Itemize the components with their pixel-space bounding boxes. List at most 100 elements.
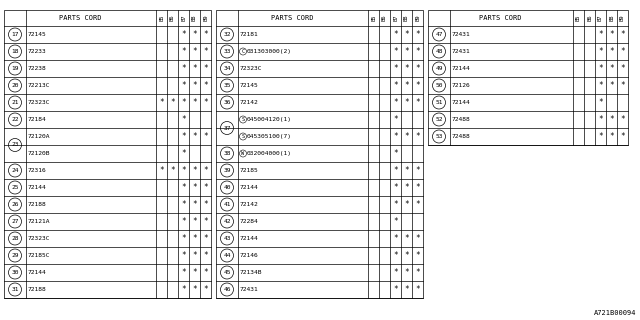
Text: 25: 25 [12, 185, 19, 190]
Text: 72145: 72145 [240, 83, 259, 88]
Text: 72181: 72181 [240, 32, 259, 37]
Text: *: * [393, 183, 398, 192]
Text: 72431: 72431 [452, 32, 471, 37]
Text: 72233: 72233 [28, 49, 47, 54]
Text: B8: B8 [609, 15, 614, 21]
Text: *: * [181, 47, 186, 56]
Text: *: * [203, 47, 208, 56]
Text: 72431: 72431 [240, 287, 259, 292]
Text: 50: 50 [435, 83, 443, 88]
Text: 26: 26 [12, 202, 19, 207]
Text: 21: 21 [12, 100, 19, 105]
Text: A721B00094: A721B00094 [593, 310, 636, 316]
Text: *: * [404, 47, 409, 56]
Text: 72184: 72184 [28, 117, 47, 122]
Text: 28: 28 [12, 236, 19, 241]
Text: *: * [181, 217, 186, 226]
Text: 72431: 72431 [452, 49, 471, 54]
Text: *: * [203, 132, 208, 141]
Text: *: * [181, 98, 186, 107]
Text: *: * [181, 30, 186, 39]
Text: 47: 47 [435, 32, 443, 37]
Text: 72144: 72144 [452, 66, 471, 71]
Text: *: * [393, 251, 398, 260]
Text: *: * [203, 183, 208, 192]
Text: 72323C: 72323C [28, 236, 51, 241]
Text: *: * [609, 47, 614, 56]
Text: *: * [159, 98, 164, 107]
Text: *: * [181, 234, 186, 243]
Text: 72121A: 72121A [28, 219, 51, 224]
Text: *: * [170, 166, 175, 175]
Text: 72120A: 72120A [28, 134, 51, 139]
Text: *: * [415, 98, 420, 107]
Text: B7: B7 [393, 15, 398, 21]
Text: *: * [393, 234, 398, 243]
Text: 23: 23 [12, 142, 19, 148]
Text: *: * [415, 285, 420, 294]
Bar [216, 10, 423, 298]
Text: *: * [609, 30, 614, 39]
Text: *: * [404, 234, 409, 243]
Text: *: * [181, 268, 186, 277]
Text: 35: 35 [223, 83, 231, 88]
Text: 72213C: 72213C [28, 83, 51, 88]
Text: *: * [203, 98, 208, 107]
Text: B6: B6 [382, 15, 387, 21]
Text: B9: B9 [415, 15, 420, 21]
Text: 045305100(7): 045305100(7) [247, 134, 292, 139]
Text: B5: B5 [159, 15, 164, 21]
Text: *: * [598, 47, 603, 56]
Text: *: * [393, 81, 398, 90]
Text: 19: 19 [12, 66, 19, 71]
Text: 72323C: 72323C [240, 66, 262, 71]
Text: *: * [404, 81, 409, 90]
Text: 72126: 72126 [452, 83, 471, 88]
Text: *: * [415, 268, 420, 277]
Text: *: * [415, 81, 420, 90]
Text: 72120B: 72120B [28, 151, 51, 156]
Text: *: * [620, 64, 625, 73]
Text: *: * [393, 30, 398, 39]
Text: *: * [192, 47, 197, 56]
Text: *: * [404, 268, 409, 277]
Text: *: * [404, 200, 409, 209]
Text: 34: 34 [223, 66, 231, 71]
Text: B5: B5 [371, 15, 376, 21]
Text: *: * [404, 285, 409, 294]
Text: *: * [192, 98, 197, 107]
Text: *: * [415, 251, 420, 260]
Text: 32: 32 [223, 32, 231, 37]
Text: *: * [393, 268, 398, 277]
Text: *: * [404, 98, 409, 107]
Text: *: * [393, 47, 398, 56]
Text: *: * [404, 132, 409, 141]
Text: *: * [598, 81, 603, 90]
Text: *: * [203, 217, 208, 226]
Text: *: * [203, 268, 208, 277]
Text: 33: 33 [223, 49, 231, 54]
Text: 53: 53 [435, 134, 443, 139]
Text: *: * [393, 64, 398, 73]
Text: 39: 39 [223, 168, 231, 173]
Text: 72488: 72488 [452, 117, 471, 122]
Text: *: * [620, 47, 625, 56]
Text: *: * [415, 166, 420, 175]
Text: *: * [393, 217, 398, 226]
Text: *: * [393, 200, 398, 209]
Text: 72144: 72144 [452, 100, 471, 105]
Text: B7: B7 [598, 15, 603, 21]
Text: 72284: 72284 [240, 219, 259, 224]
Text: *: * [415, 64, 420, 73]
Text: *: * [415, 132, 420, 141]
Text: 72144: 72144 [28, 270, 47, 275]
Text: 29: 29 [12, 253, 19, 258]
Text: 44: 44 [223, 253, 231, 258]
Text: 72142: 72142 [240, 202, 259, 207]
Text: 24: 24 [12, 168, 19, 173]
Text: *: * [181, 285, 186, 294]
Text: *: * [404, 64, 409, 73]
Bar [4, 10, 211, 298]
Text: *: * [203, 200, 208, 209]
Text: *: * [192, 30, 197, 39]
